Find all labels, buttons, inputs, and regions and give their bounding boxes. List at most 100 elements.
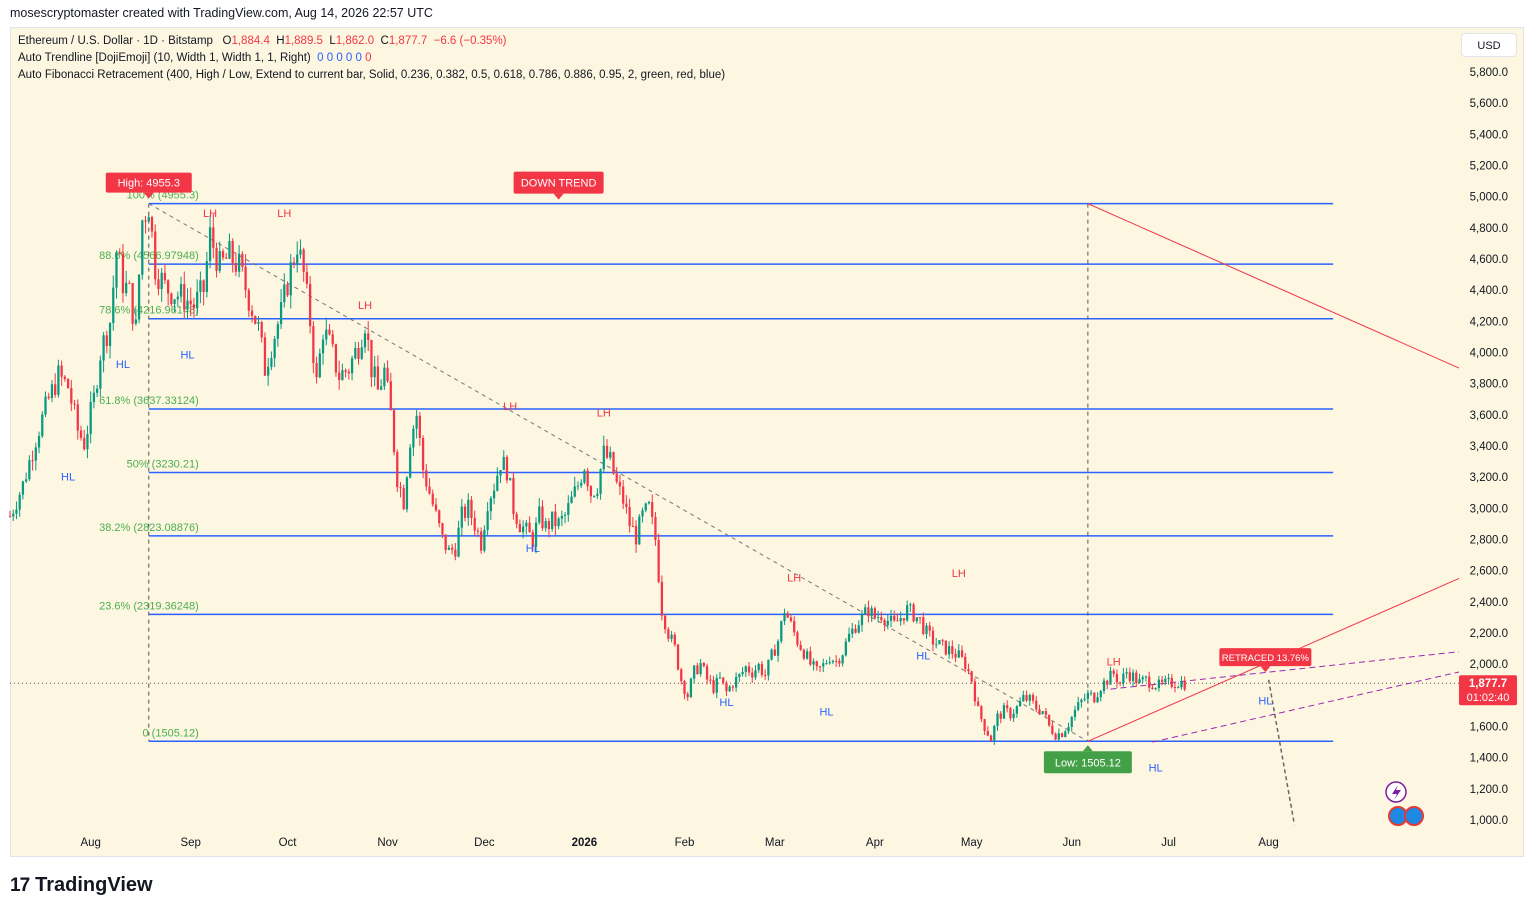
candle-body [457, 527, 460, 557]
candle-body [1170, 677, 1173, 687]
candle-body [531, 532, 534, 547]
candle-body [967, 669, 970, 672]
legend-close: 1,877.7 [388, 35, 428, 47]
candle-body [896, 620, 899, 622]
x-tick-label: Aug [1258, 837, 1278, 849]
y-tick-label: 1,600.0 [1470, 722, 1508, 734]
legend-trendline[interactable]: Auto Trendline [DojiEmoji] (10, Width 1,… [18, 52, 372, 64]
candle-body [63, 376, 66, 380]
candle-body [789, 617, 793, 621]
candle-body [757, 664, 760, 671]
candle-body [938, 640, 941, 645]
candle-body [683, 681, 686, 694]
tradingview-footer[interactable]: 17 TradingView [10, 874, 153, 897]
y-tick-label: 4,600.0 [1470, 254, 1508, 266]
candle-body [318, 353, 321, 378]
candle-body [592, 495, 596, 497]
candle-body [815, 661, 818, 667]
candle-body [957, 650, 960, 658]
candle-body [141, 220, 144, 275]
candle-body [1060, 733, 1064, 738]
fib-level-label: 50% (3230.21) [127, 458, 199, 470]
candle-body [86, 433, 89, 450]
legend-change: −6.6 (−0.35%) [433, 35, 507, 47]
candle-body [254, 315, 257, 324]
x-tick-label: Aug [80, 837, 100, 849]
candle-body [712, 680, 715, 693]
chart-frame[interactable] [10, 27, 1524, 857]
candle-body [367, 333, 370, 340]
candle-body [734, 676, 738, 688]
candle-body [257, 322, 260, 324]
candle-body [470, 499, 473, 518]
legend-fibonacci[interactable]: Auto Fibonacci Retracement (400, High / … [18, 69, 725, 81]
legend-c-label: C [380, 35, 389, 47]
currency-button[interactable]: USD [1461, 33, 1517, 57]
candle-body [977, 701, 980, 707]
legend-o-label: O [222, 35, 232, 47]
candle-body [828, 662, 831, 664]
candle-body [983, 719, 986, 731]
candle-body [525, 522, 528, 527]
candle-body [389, 381, 392, 411]
candle-body [383, 367, 386, 387]
down-trend-pointer [553, 193, 564, 200]
candle-body [1080, 699, 1083, 703]
candle-body [1025, 695, 1028, 701]
candle-body [418, 415, 421, 438]
higher-low-label: HL [1258, 696, 1272, 708]
candle-body [270, 358, 273, 367]
candle-body [1073, 709, 1077, 717]
y-tick-label: 1,000.0 [1470, 815, 1508, 827]
projection-dashed [1267, 679, 1296, 825]
legend-trendline-last: 0 [365, 52, 372, 64]
tradingview-brand: TradingView [35, 874, 153, 896]
candle-body [396, 452, 399, 488]
candle-body [99, 360, 102, 389]
y-tick-label: 4,800.0 [1470, 223, 1508, 235]
candle-body [1109, 670, 1112, 685]
candle-body [612, 452, 615, 474]
purple-channel-top [1110, 651, 1460, 690]
candle-body [718, 677, 722, 679]
candle-body [925, 625, 928, 634]
candle-body [96, 388, 99, 393]
candle-body [460, 506, 463, 528]
retraced-box [1219, 648, 1312, 667]
candle-body [867, 607, 870, 617]
candle-body [744, 666, 747, 672]
candle-body [289, 262, 292, 296]
candle-body [615, 473, 618, 482]
candle-body [392, 410, 396, 453]
price-badge-countdown: 01:02:40 [1467, 692, 1510, 704]
candle-body [1022, 695, 1025, 702]
candle-body [170, 293, 173, 305]
candle-body [944, 640, 948, 655]
candle-body [809, 651, 812, 665]
x-tick-label: May [961, 837, 983, 849]
candle-body [125, 282, 128, 294]
candle-body [1115, 673, 1119, 683]
candle-body [1135, 672, 1138, 684]
candle-body [889, 615, 893, 621]
candle-body [267, 366, 270, 376]
candle-body [283, 284, 286, 303]
candle-body [76, 404, 79, 431]
retraced-pointer [1260, 666, 1271, 673]
candle-body [473, 517, 476, 531]
higher-low-label: HL [180, 350, 194, 362]
candle-body [854, 628, 857, 633]
higher-low-label: HL [916, 650, 930, 662]
candle-body [73, 403, 76, 405]
candle-body [1051, 725, 1054, 734]
candle-body [547, 521, 551, 530]
candle-body [492, 490, 496, 499]
candle-body [964, 656, 967, 670]
candle-body [189, 300, 192, 305]
candle-body [634, 526, 638, 545]
candle-body [1012, 713, 1015, 719]
candle-body [1148, 676, 1151, 688]
candle-body [741, 671, 744, 675]
candle-body [18, 494, 21, 510]
